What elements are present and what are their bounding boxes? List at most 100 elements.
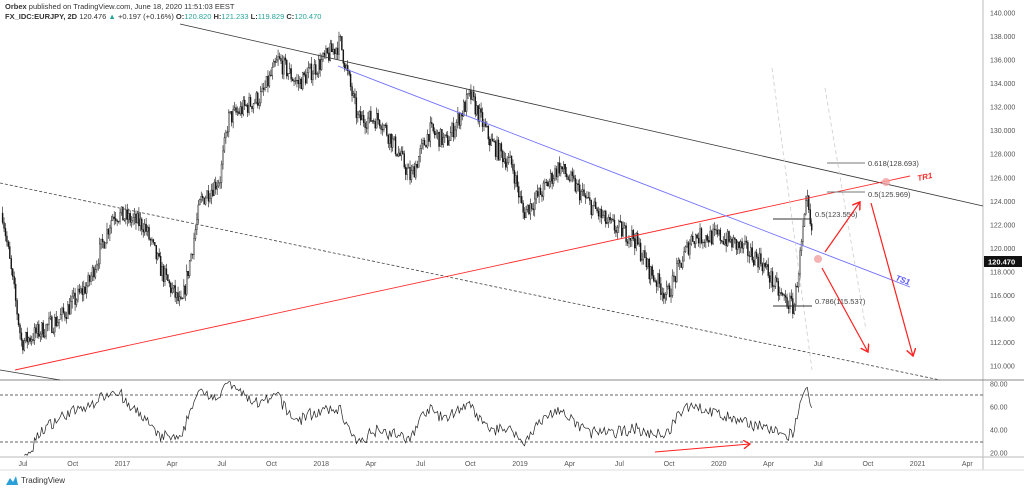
price-tick: 116.000	[990, 293, 1015, 300]
candle	[100, 238, 102, 245]
candle	[7, 241, 10, 247]
fib-time-line-2[interactable]	[824, 87, 867, 331]
candle	[259, 91, 262, 104]
time-tick: 2019	[512, 461, 528, 468]
candle	[1, 212, 4, 223]
candle	[547, 182, 549, 187]
candle	[602, 215, 604, 218]
candle	[623, 225, 626, 229]
price-tick: 122.000	[990, 222, 1015, 229]
time-tick: Jul	[615, 461, 624, 468]
price-tick: 118.000	[990, 269, 1015, 276]
candle	[757, 256, 759, 268]
candle	[447, 135, 449, 146]
candle	[258, 102, 260, 106]
candle	[799, 250, 801, 275]
candle	[615, 230, 617, 233]
candle	[564, 164, 566, 175]
fib-time-line-1[interactable]	[771, 67, 813, 371]
candle	[162, 266, 165, 282]
candle	[339, 36, 342, 38]
candle	[99, 243, 101, 265]
time-axis[interactable]: Jul Oct 2017 Apr Jul Oct 2018 Apr Jul Oct 2019 Apr J…	[19, 461, 974, 468]
down-scenario-arrow[interactable]	[821, 267, 868, 352]
candle	[323, 52, 326, 56]
candle	[416, 163, 418, 168]
candle	[213, 181, 215, 196]
candle	[764, 263, 766, 267]
candle	[407, 167, 410, 169]
candle	[800, 241, 803, 252]
reversal-arrow[interactable]	[870, 202, 913, 356]
candle	[667, 285, 669, 287]
candle	[286, 60, 288, 77]
candle	[742, 243, 745, 249]
candle	[91, 267, 94, 277]
candle	[97, 263, 99, 266]
author[interactable]: Orbex	[5, 2, 27, 11]
time-tick: Oct	[465, 461, 476, 468]
candle	[661, 292, 664, 295]
fib-05-upper-label: 0.5(125.969)	[868, 190, 911, 199]
candle	[157, 253, 159, 260]
candle	[304, 74, 307, 84]
candle	[362, 115, 365, 123]
candle	[164, 268, 166, 282]
price-tick: 114.000	[990, 317, 1015, 324]
candle	[728, 231, 730, 242]
ts1-trendline[interactable]	[337, 65, 911, 288]
rsi-divergence-arrow[interactable]	[654, 444, 750, 453]
rsi-line[interactable]	[24, 381, 813, 456]
candle	[313, 64, 316, 75]
tradingview-logo[interactable]: TradingView	[6, 476, 65, 485]
candle	[233, 107, 236, 110]
candle	[676, 263, 678, 282]
candle	[586, 197, 588, 199]
candle	[445, 134, 447, 136]
candle	[357, 114, 359, 119]
candle	[255, 92, 258, 103]
candle	[10, 258, 12, 270]
ts1-label: TS1	[894, 273, 911, 287]
candle	[206, 190, 208, 199]
tr1-trendline[interactable]	[14, 175, 911, 371]
candle	[431, 122, 433, 125]
candle	[625, 225, 627, 242]
candle	[684, 246, 687, 252]
candle	[267, 76, 269, 87]
candle	[442, 136, 445, 145]
up-arrow-icon: ▲	[108, 12, 116, 21]
candle	[130, 219, 133, 223]
candle	[354, 93, 356, 98]
candle	[399, 152, 401, 156]
candle	[236, 111, 239, 113]
symbol[interactable]: FX_IDC:EURJPY, 2D	[5, 12, 78, 21]
target-marker[interactable]	[882, 178, 890, 186]
price-axis[interactable]: 140.000 138.000 136.000 134.000 132.000 130.0…	[990, 11, 1015, 371]
current-marker[interactable]	[814, 255, 822, 263]
price-tick: 112.000	[990, 340, 1015, 347]
candle	[226, 131, 229, 133]
candle	[767, 264, 769, 276]
candle	[505, 158, 507, 168]
channel-bottom-line[interactable]	[0, 182, 941, 381]
candle	[136, 213, 139, 224]
candle	[116, 220, 118, 222]
up-scenario-arrow[interactable]	[824, 202, 860, 253]
candle	[760, 253, 762, 265]
candle	[705, 235, 707, 243]
candle	[779, 292, 781, 296]
channel-top-line[interactable]	[179, 23, 984, 207]
candle	[574, 178, 577, 192]
candle	[55, 316, 57, 326]
candle	[103, 241, 105, 249]
candle	[681, 260, 684, 268]
candle	[580, 191, 582, 201]
candle	[42, 322, 44, 338]
candle	[509, 155, 511, 158]
price-tick: 120.000	[990, 246, 1015, 253]
candle	[499, 143, 501, 160]
candle	[319, 59, 321, 70]
base-line[interactable]	[0, 369, 61, 381]
